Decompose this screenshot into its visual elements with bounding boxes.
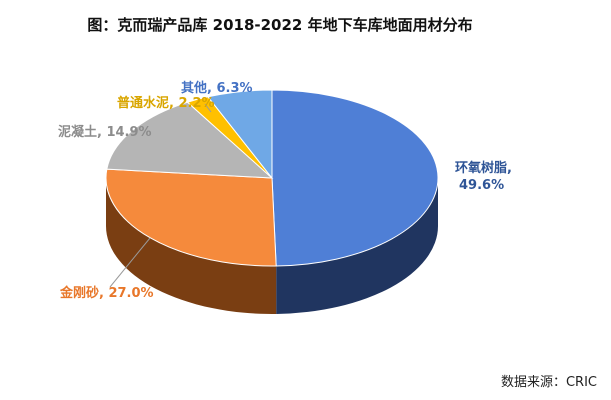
slice-2 xyxy=(106,101,274,179)
slice-side-1 xyxy=(106,178,277,315)
slice-4 xyxy=(207,89,273,180)
slice-1 xyxy=(105,168,277,267)
source-note: 数据来源：CRIC xyxy=(500,375,597,390)
slice-side-0 xyxy=(276,178,438,314)
slice-label-0: 环氧树脂, 49.6% xyxy=(455,160,512,193)
slice-label-3: 普通水泥, 2.2% xyxy=(117,95,215,111)
slice-0 xyxy=(271,89,439,267)
chart-title: 图：克而瑞产品库 2018-2022 年地下车库地面用材分布 xyxy=(87,16,473,34)
slice-label-1: 金刚砂, 27.0% xyxy=(59,285,154,301)
slice-label-2: 泥凝土, 14.9% xyxy=(58,124,152,140)
leader-line-1 xyxy=(109,237,151,288)
leader-line-3 xyxy=(204,103,212,113)
slice-label-4: 其他, 6.3% xyxy=(181,80,253,96)
